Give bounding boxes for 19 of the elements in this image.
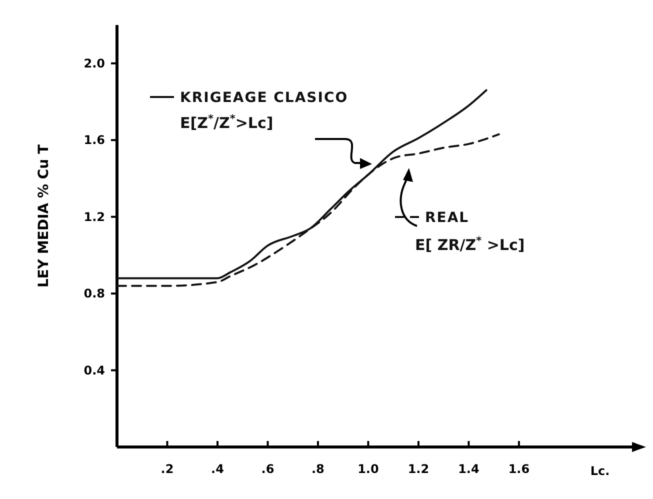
annotation: E[ ZR/Z$^{*}$ >Lc] <box>415 235 525 254</box>
y-tick-label: 0.8 <box>84 286 105 301</box>
y-tick-label: 2.0 <box>84 56 105 70</box>
x-tick-label: 1.6 <box>508 462 530 476</box>
annotation: E[Z$^{*}$/Z$^{*}$>Lc] <box>180 113 274 132</box>
x-tick-label: .8 <box>312 462 324 476</box>
x-tick-label: 1.2 <box>408 462 430 476</box>
y-tick-label: 0.4 <box>84 363 105 378</box>
x-tick-label: .6 <box>261 462 274 476</box>
x-tick-label: .4 <box>211 462 224 476</box>
x-axis-title: Lc. <box>590 464 610 478</box>
y-tick-label: 1.6 <box>84 133 105 148</box>
legend-label: KRIGEAGE CLASICO <box>180 90 348 106</box>
y-axis-title: LEY MEDIA % Cu T <box>36 144 52 288</box>
y-tick-label: 1.2 <box>84 210 105 224</box>
x-tick-label: 1.0 <box>358 462 379 476</box>
legend-label: REAL <box>425 210 470 226</box>
x-tick-label: .2 <box>160 462 174 476</box>
x-tick-label: 1.4 <box>458 462 480 476</box>
